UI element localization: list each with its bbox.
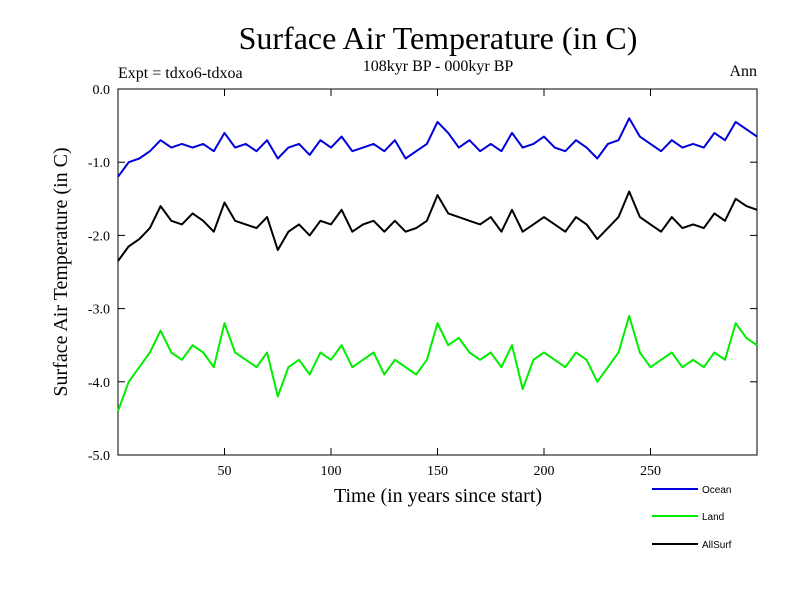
legend-label: AllSurf [702,540,732,551]
legend-label: Ocean [702,485,731,496]
y-tick-label: -5.0 [88,449,110,464]
legend-label: Land [702,512,724,523]
y-tick-label: -4.0 [88,376,110,391]
x-tick-label: 100 [321,464,342,479]
series-line-ocean [117,117,758,178]
axis-ticks: 0.0 -1.0 -2.0 -3.0 -4.0 -5.0 50 100 150 200 250 [88,83,757,479]
season-label: Ann [729,63,757,80]
y-tick-label: -2.0 [88,229,110,244]
x-tick-label: 150 [427,464,448,479]
chart-title: Surface Air Temperature (in C) [239,20,638,56]
x-tick-label: 50 [218,464,232,479]
series-lines [117,117,758,412]
plot-frame [117,88,758,456]
series-line-land [117,314,758,412]
series-line-allsurf [117,190,758,262]
chart-subtitle: 108kyr BP - 000kyr BP [363,58,514,75]
y-tick-label: -1.0 [88,156,110,171]
legend: Ocean Land AllSurf [652,485,732,551]
y-tick-label: 0.0 [93,83,111,98]
x-tick-label: 250 [640,464,661,479]
experiment-label: Expt = tdxo6-tdxoa [118,65,243,82]
y-tick-label: -3.0 [88,303,110,318]
y-axis-label: Surface Air Temperature (in C) [50,147,72,396]
x-axis-label: Time (in years since start) [334,485,542,507]
x-tick-label: 200 [534,464,555,479]
